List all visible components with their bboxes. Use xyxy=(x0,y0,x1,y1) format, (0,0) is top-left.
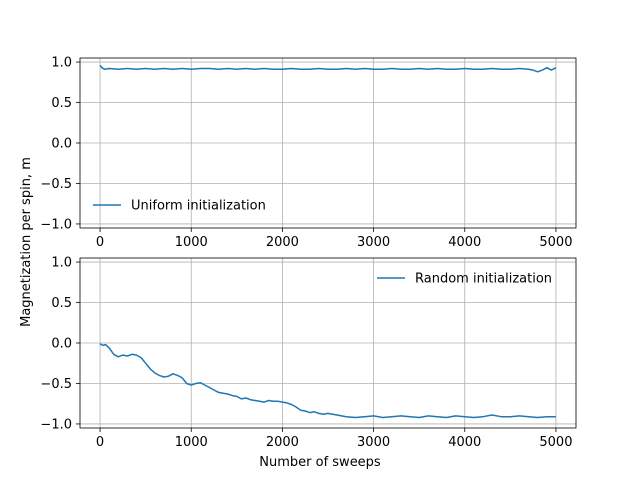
series-line xyxy=(99,343,556,419)
top-subplot-x-ticks: 0 1000 2000 3000 4000 5000 xyxy=(96,228,572,250)
bottom-subplot-legend: Random initialization xyxy=(377,272,552,287)
top-subplot-y-ticks: −1.0 −0.5 0.0 0.5 1.0 xyxy=(40,56,80,232)
y-tick-label: 0.5 xyxy=(51,296,72,311)
x-axis-label: Number of sweeps xyxy=(259,455,381,470)
x-tick-label: 1000 xyxy=(175,235,208,250)
x-tick-label: 3000 xyxy=(357,235,390,250)
x-tick-label: 0 xyxy=(96,435,104,450)
x-tick-label: 3000 xyxy=(357,435,390,450)
x-tick-label: 1000 xyxy=(175,435,208,450)
x-tick-label: 0 xyxy=(96,235,104,250)
top-subplot: 0 1000 2000 3000 4000 5000 −1.0−0.50.00.51.0 … xyxy=(40,56,577,250)
y-axis-label: Magnetization per spin, m xyxy=(19,157,34,327)
bottom-subplot-series xyxy=(99,343,556,419)
bottom-subplot-x-ticks: 0 1000 2000 3000 4000 5000 xyxy=(96,428,572,450)
y-tick-label: 0.5 xyxy=(51,96,72,111)
x-tick-label: 2000 xyxy=(266,235,299,250)
top-subplot-series xyxy=(99,64,557,73)
top-subplot-grid xyxy=(80,58,576,228)
legend-label-random: Random initialization xyxy=(415,272,552,287)
legend-label-uniform: Uniform initialization xyxy=(131,199,266,214)
top-subplot-legend: Uniform initialization xyxy=(93,199,266,214)
bottom-subplot: 0 1000 2000 3000 4000 5000 −1.0−0.50.00.51.0 … xyxy=(40,256,577,450)
bottom-subplot-y-ticks: −1.0 −0.5 0.0 0.5 1.0 xyxy=(40,256,80,432)
x-tick-label: 2000 xyxy=(266,435,299,450)
y-tick-label: −0.5 xyxy=(40,177,72,192)
y-tick-label: −0.5 xyxy=(40,377,72,392)
x-tick-label: 4000 xyxy=(448,435,481,450)
y-tick-label: 0.0 xyxy=(51,137,72,152)
y-tick-label: −1.0 xyxy=(40,417,72,432)
x-tick-label: 5000 xyxy=(539,235,572,250)
y-tick-label: 1.0 xyxy=(51,56,72,71)
bottom-subplot-grid xyxy=(80,258,576,428)
y-tick-label: −1.0 xyxy=(40,217,72,232)
y-tick-label: 1.0 xyxy=(51,256,72,271)
y-tick-label: 0.0 xyxy=(51,337,72,352)
x-tick-label: 5000 xyxy=(539,435,572,450)
series-line xyxy=(99,64,557,73)
x-tick-label: 4000 xyxy=(448,235,481,250)
